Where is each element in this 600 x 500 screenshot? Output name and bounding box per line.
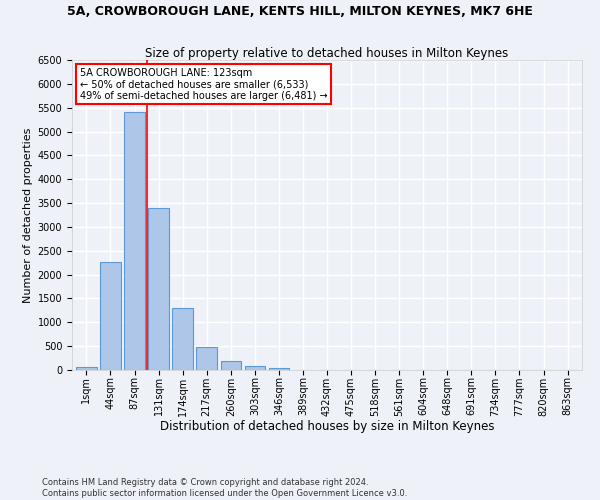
Bar bbox=[100, 262, 121, 370]
Text: 5A CROWBOROUGH LANE: 123sqm
← 50% of detached houses are smaller (6,533)
49% of : 5A CROWBOROUGH LANE: 123sqm ← 50% of det… bbox=[80, 68, 327, 101]
Y-axis label: Number of detached properties: Number of detached properties bbox=[23, 128, 34, 302]
Bar bbox=[124, 112, 145, 370]
Text: 5A, CROWBOROUGH LANE, KENTS HILL, MILTON KEYNES, MK7 6HE: 5A, CROWBOROUGH LANE, KENTS HILL, MILTON… bbox=[67, 5, 533, 18]
Bar bbox=[221, 361, 241, 370]
Bar bbox=[76, 366, 97, 370]
Bar bbox=[245, 366, 265, 370]
X-axis label: Distribution of detached houses by size in Milton Keynes: Distribution of detached houses by size … bbox=[160, 420, 494, 433]
Bar bbox=[172, 308, 193, 370]
Bar bbox=[148, 208, 169, 370]
Bar bbox=[269, 368, 289, 370]
Text: Contains HM Land Registry data © Crown copyright and database right 2024.
Contai: Contains HM Land Registry data © Crown c… bbox=[42, 478, 407, 498]
Title: Size of property relative to detached houses in Milton Keynes: Size of property relative to detached ho… bbox=[145, 47, 509, 60]
Bar bbox=[196, 346, 217, 370]
